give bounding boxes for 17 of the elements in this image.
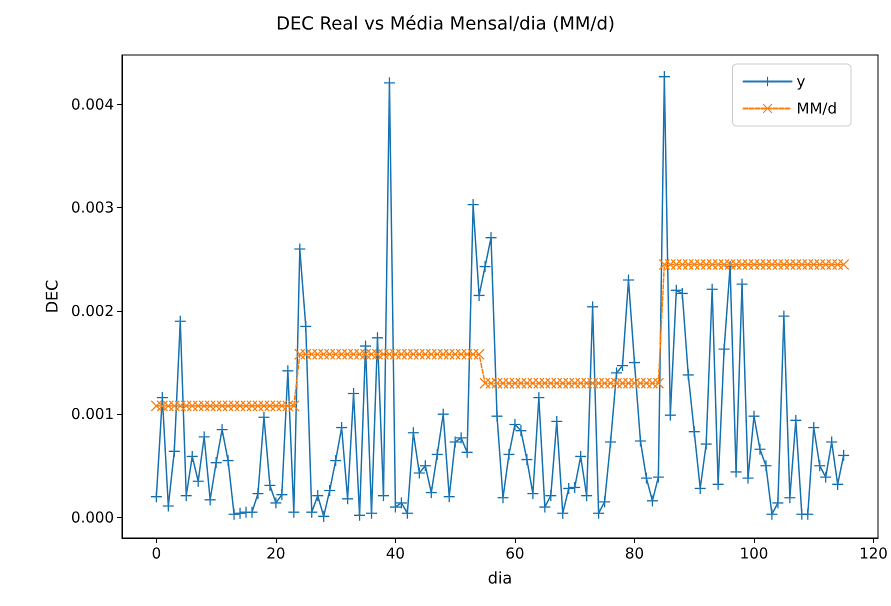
x-tick-label: 0	[152, 544, 162, 562]
legend-label: MM/d	[796, 100, 838, 118]
y-tick-label: 0.000	[71, 508, 114, 526]
x-tick-label: 80	[624, 544, 644, 562]
y-tick-label: 0.002	[71, 302, 114, 320]
chart-title: DEC Real vs Média Mensal/dia (MM/d)	[276, 14, 615, 34]
y-tick-label: 0.001	[71, 405, 114, 424]
x-tick-label: 40	[386, 544, 405, 562]
x-axis-title: dia	[488, 568, 512, 588]
x-tick-label: 120	[859, 544, 888, 562]
x-tick-label: 20	[266, 544, 286, 562]
legend-label: y	[796, 72, 806, 90]
x-tick-label: 60	[505, 544, 524, 562]
x-tick-label: 100	[740, 544, 768, 562]
y-tick-label: 0.004	[71, 96, 114, 114]
y-axis-title: DEC	[42, 280, 62, 314]
y-tick-label: 0.003	[71, 198, 114, 217]
